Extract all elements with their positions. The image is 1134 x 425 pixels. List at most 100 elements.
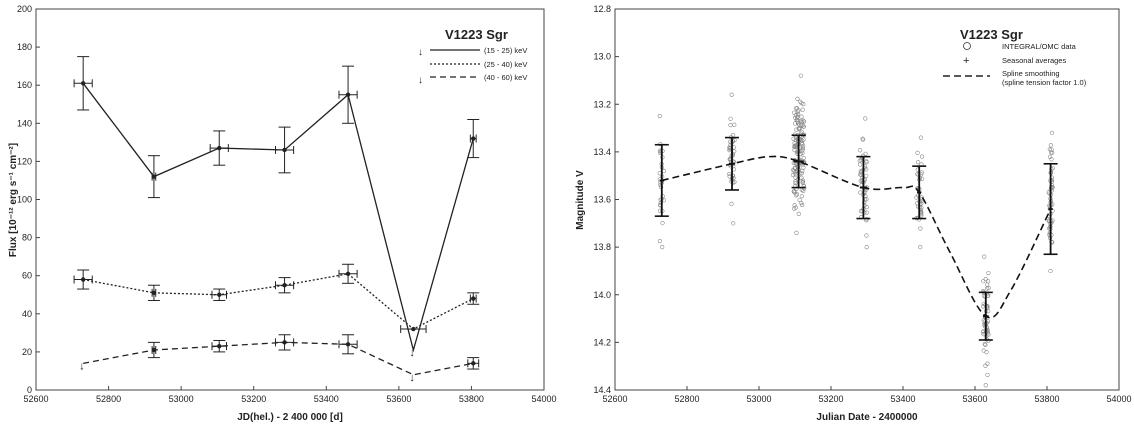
- x-tick-label: 54000: [1106, 394, 1131, 404]
- y-tick-label: 20: [22, 347, 32, 357]
- omc-data-point: [863, 151, 868, 156]
- omc-data-point: [657, 239, 662, 244]
- omc-data-point: [801, 165, 806, 170]
- data-point: [471, 136, 476, 141]
- y-tick-label: 40: [22, 309, 32, 319]
- omc-data-point: [864, 210, 869, 215]
- flux-series-marks: ↓ ↓ ↓: [73, 56, 480, 384]
- omc-data-point: [796, 126, 801, 131]
- omc-data-point: [800, 123, 805, 128]
- omc-data-point: [918, 245, 923, 250]
- omc-data-point: [729, 201, 734, 206]
- data-point: [282, 283, 287, 288]
- legend-label-40-60-kev: (40 - 60) keV: [484, 73, 527, 82]
- omc-data-point: [793, 175, 798, 180]
- upper-limit-arrow: ↓: [409, 347, 415, 359]
- omc-data-point: [799, 175, 804, 180]
- omc-data-point: [660, 220, 665, 226]
- x-tick-label: 53800: [459, 394, 484, 404]
- magnitude-x-axis-label: Julian Date - 2400000: [816, 412, 918, 423]
- omc-data-point: [794, 230, 799, 235]
- omc-data-point: [795, 96, 800, 101]
- legend-plus-icon: +: [963, 55, 969, 67]
- x-tick-label: 52600: [602, 394, 627, 404]
- omc-data-point: [729, 92, 734, 97]
- omc-data-point: [864, 173, 869, 179]
- legend-entry-25-40-kev: (25 - 40) keV: [430, 60, 527, 69]
- omc-data-point: [1048, 268, 1053, 274]
- x-tick-label: 52600: [23, 394, 48, 404]
- y-tick-label: 13.0: [593, 52, 611, 62]
- omc-data-point: [791, 189, 796, 194]
- omc-data-point: [800, 148, 805, 153]
- omc-data-point: [796, 121, 801, 126]
- legend-label-omc-data: INTEGRAL/OMC data: [1002, 42, 1077, 51]
- omc-data-point: [792, 203, 797, 208]
- magnitude-legend: INTEGRAL/OMC data + Seasonal averages Sp…: [943, 42, 1087, 87]
- omc-data-point: [660, 245, 665, 250]
- data-point: [151, 174, 157, 179]
- legend-entry-spline: Spline smoothing (spline tension factor …: [943, 69, 1087, 87]
- y-tick-label: 120: [17, 156, 32, 166]
- data-point: [151, 290, 157, 296]
- data-point: [345, 92, 351, 97]
- data-point: [217, 292, 222, 297]
- upper-limit-icon: ↓: [418, 75, 423, 86]
- y-tick-label: 60: [22, 271, 32, 281]
- y-tick-label: 13.8: [593, 242, 611, 252]
- omc-data-point: [794, 106, 799, 111]
- legend-label-seasonal-averages: Seasonal averages: [1002, 56, 1066, 65]
- omc-data-point: [799, 141, 804, 146]
- magnitude-y-axis-label: Magnitude V: [575, 170, 586, 230]
- upper-limit-icon: ↓: [418, 47, 423, 58]
- omc-data-point: [1048, 143, 1053, 148]
- y-tick-label: 14.4: [593, 385, 611, 395]
- data-point: [411, 326, 416, 332]
- y-tick-label: 200: [17, 4, 32, 14]
- flux-x-axis-label: JD(hel.) - 2 400 000 [d]: [237, 412, 343, 423]
- data-point: [282, 340, 287, 345]
- omc-data-point: [800, 107, 805, 112]
- x-tick-label: 53600: [962, 394, 987, 404]
- y-tick-label: 13.4: [593, 147, 611, 157]
- y-tick-label: 13.6: [593, 195, 611, 205]
- y-tick-label: 0: [27, 385, 32, 395]
- omc-data-point: [790, 172, 796, 178]
- omc-data-point: [798, 99, 803, 104]
- omc-data-point: [858, 148, 863, 153]
- legend-label-spline: Spline smoothing: [1002, 69, 1060, 78]
- omc-data-point: [982, 254, 987, 259]
- flux-chart-title: V1223 Sgr: [445, 27, 508, 42]
- omc-data-point: [981, 279, 986, 284]
- omc-data-point: [797, 197, 802, 203]
- omc-data-point: [799, 200, 804, 206]
- x-tick-label: 53400: [890, 394, 915, 404]
- omc-data-point: [792, 121, 798, 126]
- y-tick-label: 80: [22, 233, 32, 243]
- omc-data-point: [986, 285, 991, 291]
- omc-data-point: [801, 124, 806, 129]
- x-tick-label: 53200: [241, 394, 266, 404]
- omc-data-point: [863, 116, 868, 121]
- data-point: [151, 347, 157, 353]
- data-point: [282, 147, 287, 153]
- y-tick-label: 180: [17, 42, 32, 52]
- x-tick-label: 52800: [674, 394, 699, 404]
- omc-data-point: [1049, 157, 1054, 162]
- omc-data-point: [728, 123, 733, 128]
- omc-data-point: [983, 363, 988, 368]
- omc-data-point: [800, 180, 805, 185]
- omc-data-point: [858, 162, 863, 167]
- omc-data-point: [864, 197, 869, 202]
- omc-data-point: [790, 167, 796, 173]
- omc-data-point: [800, 142, 805, 147]
- omc-data-point: [728, 116, 733, 121]
- upper-limit-arrow: ↓: [79, 360, 85, 372]
- omc-data-point: [800, 202, 805, 208]
- omc-data-point: [918, 226, 923, 231]
- omc-data-point: [657, 114, 662, 119]
- magnitude-axis-ticks: 52600 52800 53000 53200 53400 53600 53800 54000…: [593, 4, 1131, 404]
- omc-data-point: [1049, 147, 1054, 152]
- omc-data-point: [915, 150, 920, 155]
- y-tick-label: 14.2: [593, 337, 611, 347]
